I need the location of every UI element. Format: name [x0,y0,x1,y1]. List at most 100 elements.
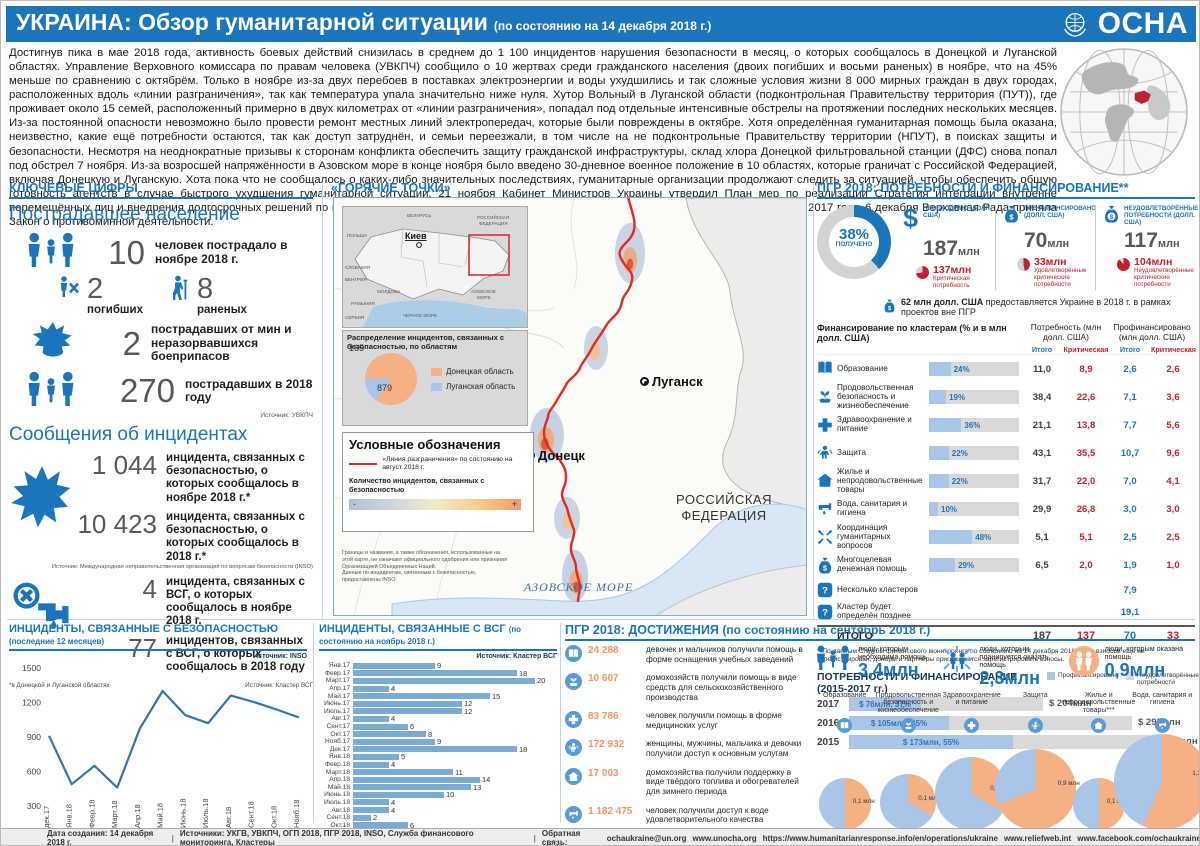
bar [353,784,471,791]
book-icon [565,645,582,662]
intro-paragraph: Достигнув пика в мае 2018 года, активнос… [9,47,1057,228]
person-injured-icon [169,275,191,306]
people-snow-icon [940,645,974,688]
svg-text:600: 600 [27,767,41,777]
funded-critical: 9,6 [1166,447,1180,459]
footer-unocha-link[interactable]: www.unocha.org [692,833,757,843]
people-stat-value: 0,9млн [1104,659,1166,680]
achievement-value: 10 607 [588,673,619,685]
wash-bar-row: Июнь.18 10 [319,790,557,800]
bar [353,753,399,760]
cluster-label: Жилье и непродовольственные товары*** [1062,691,1136,715]
wash-bar-row: Июль.18 4 [319,798,557,807]
mine-label: пострадавших от мин и неразорвавшихся бо… [151,322,292,364]
need-critical: 22,0 [1076,475,1096,487]
month-label: Нояб.17 [325,738,350,746]
need-total: 6,5 [1035,559,1049,571]
bar [353,715,389,722]
bar-value: 6 [410,722,415,732]
food-icon [565,673,582,691]
achievement-value: 83 786 [588,711,619,723]
funding-block-label: НЕОБХОДИМО (долл. США) [923,205,992,220]
luhansk-swatch [431,382,442,391]
cluster-table: Образование 24% 11,0 8,9 2,6 2,6 Продовольстве… [817,355,1195,623]
wash-bar-row: Март.18 11 [319,768,557,777]
achievement-item: 83 786 человек получили помощь в форме ме… [565,711,809,731]
critical-mini-pie [916,265,929,279]
month-label: Февр.17 [324,669,350,677]
bar-value: 4 [391,684,396,694]
need-critical: 5,1 [1079,531,1093,543]
funding-bar: 10% [929,502,1019,517]
footer-facebook-link[interactable]: www.facebook.com/ochaukraine [1077,833,1200,843]
cluster-table-subheader: Итого Критическая Итого Критическая [817,345,1196,356]
funding-bar: 29% [929,558,1019,573]
contact-line-legend: «Линия разграничения» по состоянию на ав… [349,456,527,472]
health-icon [565,711,582,729]
achievement-label: человек получили доступ к воде удовлетво… [646,805,769,825]
funding-block-label: ПРОФИНАНСИРОВАНО (долл. США) [1024,205,1097,220]
heat-legend-label: Количество инцидентов, связанных с безоп… [349,476,485,494]
people-stat-label: люди, которым оказана помощь [1104,644,1184,661]
month-label: Июнь.17 [324,700,350,708]
globe-icon [1060,48,1188,176]
divider [560,623,561,823]
incidents-footnote: *в Донецкой и Луганской областях [9,682,110,690]
table-row: ? Несколько кластеров 7,9 [817,579,1195,601]
svg-text:ВЕНГРИЯ: ВЕНГРИЯ [345,277,367,282]
total-label: $ 204млн [1049,698,1092,710]
wash-bar-row: Дек.17 18 [319,745,557,754]
reached-value: 0,1 млн [852,797,875,805]
food-icon [817,389,833,405]
wash-nov-value: 4 [142,573,157,604]
ocha-logo-text: OCHA [1097,7,1188,40]
planned-vs-reached-pie: 0,1 млн [880,773,940,830]
funded-swatch [1047,671,1055,680]
funded-total: 19,1 [1120,606,1140,618]
people-stat-label: люди, которым планируется оказать помощь [979,644,1049,669]
funded-total: 1,9 [1123,559,1137,571]
cluster-label: Многоцелевая денежная помощь [837,555,907,574]
people-orange-icon [1068,645,1100,688]
year-label: 2017 [817,698,840,710]
donetsk-value: 879 [377,383,393,394]
footer-email-link[interactable]: ochaukraine@un.org [606,833,687,843]
svg-text:$: $ [1110,214,1114,221]
health-icon [964,717,980,733]
critical-label: Удовлетворённые критические потребности [1034,267,1087,289]
svg-text:900: 900 [27,732,41,742]
critical-mini-pie [1117,257,1130,271]
header-bar: УКРАИНА: Обзор гуманитарной ситуации (по … [6,6,1196,42]
achievement-label: человек получили помощь в форме медицинс… [646,711,782,731]
funding-block-value: 117млн [1124,228,1180,252]
footer-hr-link[interactable]: https://www.humanitarianresponse.info/en… [762,833,998,843]
donut-labels: 38% ПОЛУЧЕНО [817,227,891,249]
moneybag-icon: $ [1003,205,1020,229]
bar-value: 10 [446,790,455,800]
food-icon [900,717,916,733]
month-label: Март.18 [325,768,350,776]
key-figures-column: КЛЮЧЕВЫЕ ЦИФРЫ Пострадавшее население 10… [9,181,313,689]
affected-source: Источник: УВКПЧ [260,412,313,419]
svg-text:Нояб.18: Нояб.18 [292,800,301,828]
need-total: 31,7 [1032,475,1052,487]
critical-value: 104млн [1134,255,1173,268]
svg-text:МОРЕ: МОРЕ [477,295,491,300]
footer-reliefweb-link[interactable]: www.reliefweb.int [1003,833,1072,843]
outside-hrp-note: $ 62 млн долл. США предоставляется Украи… [883,297,1195,317]
svg-text:$: $ [888,306,892,312]
svg-text:СЕРБИЯ: СЕРБИЯ [345,315,364,320]
bar [353,693,490,700]
funded-critical: 1,0 [1166,559,1180,571]
svg-text:?: ? [822,608,828,619]
cluster-label: Здравоохранение и питание [942,691,1001,707]
need-column-header: Потребность (млн долл. США) [1030,322,1102,342]
funded-critical: 2,5 [1166,531,1180,543]
security-incidents-block: 1 044 инцидента, связанных с безопасност… [9,452,313,570]
shelter-icon [817,473,833,489]
affected-nov-label: человек пострадало в ноябре 2018 г. [155,238,288,266]
month-label: Сент.17 [326,723,350,731]
wash-nov-label: инцидента, связанных с ВСГ, о которых со… [166,575,305,628]
achievements-header: ПГР 2018: ДОСТИЖЕНИЯ (по состоянию на се… [565,623,1195,641]
funding-bar: 22% [929,474,1019,489]
